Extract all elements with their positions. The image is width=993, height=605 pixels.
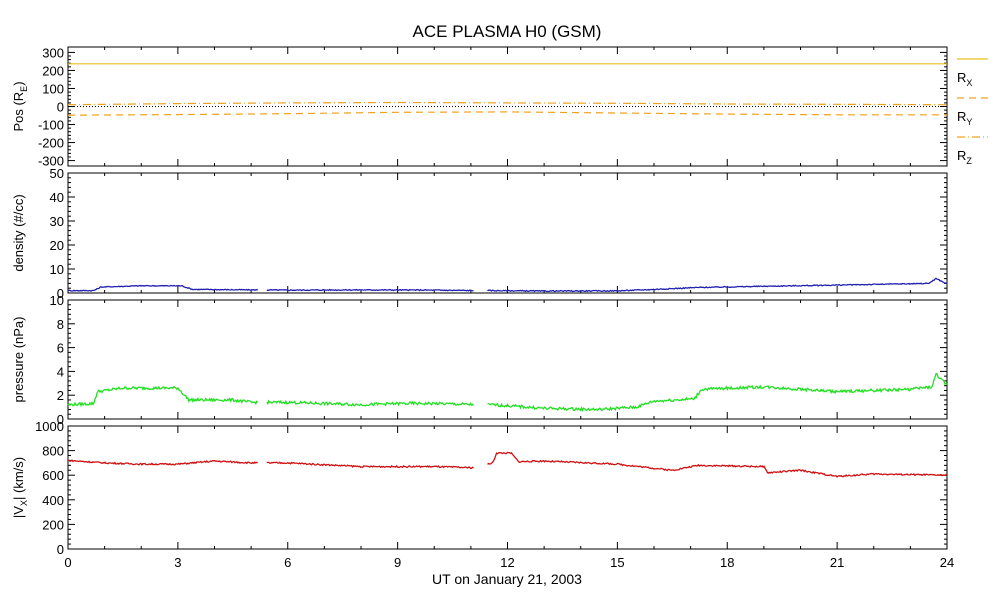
x-tick-label: 15 <box>610 555 624 570</box>
series-line-pressure <box>67 373 948 413</box>
x-tick-label: 0 <box>64 555 71 570</box>
y-tick-label: -300 <box>38 154 64 169</box>
y-tick-label: 600 <box>42 468 64 483</box>
x-axis-label: UT on January 21, 2003 <box>432 571 582 587</box>
series-line-RY <box>67 111 947 116</box>
chart-title: ACE PLASMA H0 (GSM) <box>413 22 602 41</box>
y-axis-label-vx: |VX| (km/s) <box>11 457 29 518</box>
panel-vx: 0 200 400 600 800 1000 |VX| (km/s) 0 3 6 9 12 15 18 21… <box>11 419 954 570</box>
y-tick-label: 200 <box>42 517 64 532</box>
y-axis-label-pressure: pressure (nPa) <box>11 317 26 403</box>
y-tick-label: 20 <box>50 238 64 253</box>
y-tick-label: 4 <box>57 364 64 379</box>
y-tick-label: 200 <box>42 63 64 78</box>
y-tick-label: 10 <box>50 262 64 277</box>
y-tick-label: 0 <box>57 286 64 301</box>
panel-pos: 300 200 100 0 -100 -200 -300 Pos (RE) RX RY RZ <box>11 45 988 169</box>
legend-label-RX: RX <box>957 70 972 88</box>
x-tick-label: 24 <box>940 555 954 570</box>
y-tick-label: 0 <box>57 100 64 115</box>
x-tick-label: 9 <box>394 555 401 570</box>
y-tick-label: 400 <box>42 493 64 508</box>
legend-label-RZ: RZ <box>957 148 972 166</box>
x-tick-label: 6 <box>284 555 291 570</box>
y-axis-label-density: density (#/cc) <box>11 194 26 271</box>
y-tick-label: 6 <box>57 341 64 356</box>
y-axis-label-pos: Pos (RE) <box>11 81 29 131</box>
legend-label-RY: RY <box>957 109 972 127</box>
series-line-density <box>67 277 948 293</box>
y-tick-label: 30 <box>50 214 64 229</box>
y-tick-label: 0 <box>57 542 64 557</box>
x-tick-label: 3 <box>174 555 181 570</box>
y-tick-label: -200 <box>38 136 64 151</box>
y-tick-label: 10 <box>50 293 64 308</box>
panel-density: 0 10 20 30 40 50 density (#/cc) <box>11 166 948 301</box>
y-tick-label: 800 <box>42 444 64 459</box>
y-tick-label: 50 <box>50 166 64 181</box>
x-tick-label: 21 <box>830 555 844 570</box>
y-tick-label: 300 <box>42 45 64 60</box>
panel-frame-density <box>67 172 948 294</box>
series-line-vx <box>68 451 947 478</box>
y-tick-label: 100 <box>42 81 64 96</box>
panel-frame-vx <box>67 425 948 550</box>
series-line-RZ <box>67 101 948 106</box>
panel-pressure: 0 2 4 6 8 10 pressure (nPa) <box>11 293 948 427</box>
x-tick-label: 18 <box>720 555 734 570</box>
y-tick-label: 40 <box>50 190 64 205</box>
y-tick-label: -100 <box>38 118 64 133</box>
y-tick-label: 2 <box>57 388 64 403</box>
y-tick-label: 8 <box>57 317 64 332</box>
y-tick-label: 0 <box>57 412 64 427</box>
panel-frame-pressure <box>67 299 948 420</box>
y-tick-label: 1000 <box>35 419 64 434</box>
x-tick-label: 12 <box>500 555 514 570</box>
